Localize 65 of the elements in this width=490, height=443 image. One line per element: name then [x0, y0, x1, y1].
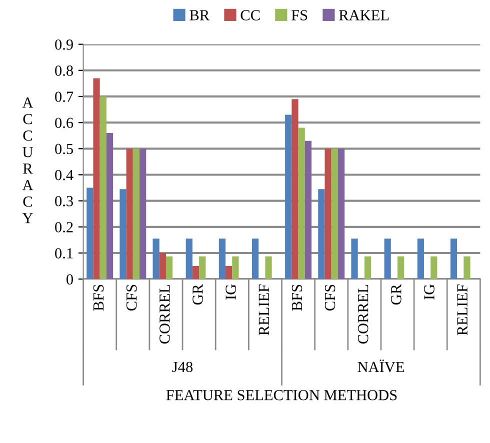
x-tick-label: CORREL [358, 284, 368, 344]
bar [232, 256, 239, 280]
y-tick-label: 0.8 [55, 66, 73, 76]
bar [450, 238, 458, 280]
bar [285, 114, 292, 280]
bar [252, 238, 259, 280]
text: NAÏVE [358, 360, 404, 372]
bar [430, 256, 438, 280]
bar [218, 238, 226, 280]
legend-label: FS [292, 10, 308, 20]
bar [331, 148, 338, 280]
y-tick-label: 0.2 [55, 222, 73, 232]
y-tick-label: 0.4 [55, 170, 74, 180]
x-tick-label: IG [226, 284, 236, 300]
bar [152, 238, 160, 280]
y-tick-label: 0 [66, 274, 73, 285]
bar [86, 188, 94, 280]
bar [298, 128, 305, 280]
x-tick-label: RELIEF [457, 284, 468, 336]
y-tick-label: 0.7 [55, 92, 74, 102]
bar [318, 189, 325, 280]
bar [364, 256, 372, 280]
legend-label: RAKEL [339, 10, 389, 20]
x-tick-label: RELIEF [258, 284, 269, 336]
bar [120, 189, 126, 280]
x-axis-title: FEATURE SELECTION METHODS [166, 390, 397, 400]
bar [126, 148, 133, 280]
bar [93, 78, 100, 280]
y-tick-label: 0.9 [55, 39, 73, 50]
bar [159, 253, 166, 280]
bar [132, 148, 140, 280]
bar [398, 256, 404, 280]
x-tick-label: CFS [324, 284, 336, 311]
bar [304, 140, 312, 280]
text: J48 [172, 362, 193, 372]
bar [324, 148, 332, 280]
bar [226, 266, 232, 280]
bar [292, 99, 298, 280]
bar [265, 256, 272, 280]
x-tick-label: GR [192, 284, 203, 305]
bar [100, 96, 106, 280]
bar [464, 256, 470, 280]
x-tick-label: IG [424, 284, 434, 300]
x-tick-label: BFS [292, 284, 302, 311]
bar [417, 238, 424, 280]
bar [186, 238, 192, 280]
legend-label: BR [190, 10, 210, 20]
y-tick-label: 0.6 [55, 118, 74, 128]
bar [192, 266, 200, 280]
y-axis-title: ACCURACY [22, 98, 34, 224]
y-tick-label: 0.1 [55, 248, 73, 259]
x-tick-label: CORREL [160, 284, 170, 344]
x-tick-label: CFS [126, 284, 137, 311]
y-tick-label: 0.3 [55, 196, 73, 206]
bar [384, 238, 391, 280]
legend-label: CC [240, 10, 260, 20]
y-tick-label: 0.5 [55, 144, 73, 154]
x-tick-label: BFS [93, 284, 104, 311]
x-tick-label: GR [391, 284, 402, 305]
bar [140, 148, 146, 280]
bar [351, 238, 358, 280]
bar [338, 148, 345, 280]
bar [166, 256, 173, 280]
bar [106, 133, 114, 280]
bar [199, 256, 206, 280]
